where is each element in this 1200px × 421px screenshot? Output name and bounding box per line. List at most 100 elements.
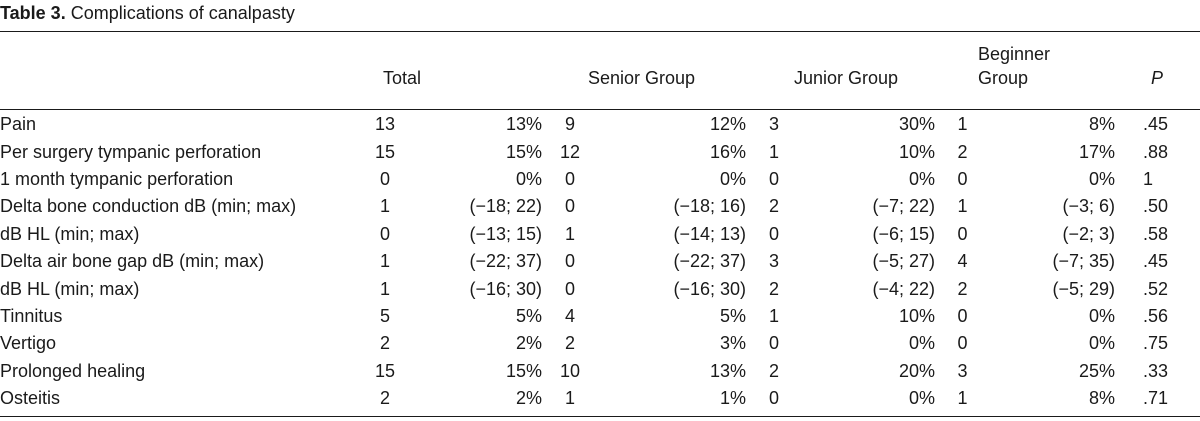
beginner-percent: 0% — [1088, 333, 1115, 354]
top-rule — [0, 31, 1200, 32]
total-count: 5 — [379, 305, 390, 326]
total-percent: 5% — [515, 305, 542, 326]
beginner-count: 0 — [957, 223, 968, 244]
beginner-count: 3 — [957, 360, 968, 381]
beginner-percent: (−5; 29) — [1052, 278, 1115, 299]
beginner-count: 4 — [957, 251, 968, 272]
senior-count: 10 — [559, 360, 581, 381]
total-count: 15 — [374, 141, 396, 162]
junior-count: 3 — [768, 114, 779, 135]
beginner-percent: (−2; 3) — [1062, 223, 1115, 244]
senior-percent: 1% — [719, 388, 746, 409]
beginner-count: 1 — [957, 388, 968, 409]
table-body: Pain 13 13% 9 12% 3 30% 1 8% .45 Per surgery tympa… — [0, 111, 1200, 412]
row-label: Pain — [0, 114, 37, 135]
row-label: Per surgery tympanic perforation — [0, 141, 262, 162]
row-label: Tinnitus — [0, 305, 63, 326]
table-title: Complications of canalpasty — [70, 3, 295, 23]
total-percent: 15% — [505, 360, 542, 381]
p-value: .52 — [1143, 278, 1169, 299]
table-caption: Table 3. Complications of canalpasty — [0, 0, 295, 26]
senior-percent: 16% — [709, 141, 746, 162]
junior-percent: 30% — [898, 114, 935, 135]
senior-percent: (−14; 13) — [673, 223, 746, 244]
table-row: Prolonged healing 15 15% 10 13% 2 20% 3 25% .33 — [0, 358, 1200, 385]
total-percent: 2% — [515, 388, 542, 409]
senior-count: 9 — [564, 114, 575, 135]
row-label: Vertigo — [0, 333, 57, 354]
junior-count: 0 — [768, 223, 779, 244]
beginner-count: 2 — [957, 278, 968, 299]
senior-count: 0 — [564, 196, 575, 217]
senior-percent: (−18; 16) — [673, 196, 746, 217]
junior-percent: (−7; 22) — [872, 196, 935, 217]
p-value: .88 — [1143, 141, 1169, 162]
junior-percent: 20% — [898, 360, 935, 381]
table-row: Osteitis 2 2% 1 1% 0 0% 1 8% .71 — [0, 385, 1200, 412]
senior-percent: 12% — [709, 114, 746, 135]
beginner-percent: 0% — [1088, 168, 1115, 189]
header-beginner-group-line2: Group — [978, 68, 1029, 88]
senior-count: 4 — [564, 305, 575, 326]
header-rule — [0, 109, 1200, 110]
p-value: .58 — [1143, 223, 1169, 244]
beginner-count: 0 — [957, 305, 968, 326]
senior-percent: 13% — [709, 360, 746, 381]
total-percent: 0% — [515, 168, 542, 189]
junior-count: 2 — [768, 278, 779, 299]
senior-count: 1 — [564, 223, 575, 244]
total-percent: (−18; 22) — [469, 196, 542, 217]
total-percent: 13% — [505, 114, 542, 135]
header-senior-group: Senior Group — [588, 68, 696, 88]
senior-percent: 5% — [719, 305, 746, 326]
senior-count: 0 — [564, 251, 575, 272]
p-value: 1 — [1143, 168, 1154, 189]
row-label: Prolonged healing — [0, 360, 146, 381]
table-row: 1 month tympanic perforation 0 0% 0 0% 0 0% 0 0%… — [0, 166, 1200, 193]
junior-count: 1 — [768, 141, 779, 162]
total-count: 2 — [379, 388, 390, 409]
senior-count: 12 — [559, 141, 581, 162]
row-label: Osteitis — [0, 388, 61, 409]
junior-count: 0 — [768, 168, 779, 189]
junior-percent: 10% — [898, 141, 935, 162]
total-count: 15 — [374, 360, 396, 381]
beginner-percent: 8% — [1088, 388, 1115, 409]
junior-count: 3 — [768, 251, 779, 272]
junior-percent: 0% — [908, 388, 935, 409]
total-percent: (−22; 37) — [469, 251, 542, 272]
header-junior-group: Junior Group — [794, 68, 899, 88]
total-count: 0 — [379, 223, 390, 244]
junior-percent: (−6; 15) — [872, 223, 935, 244]
junior-percent: (−5; 27) — [872, 251, 935, 272]
table-row: Delta air bone gap dB (min; max) 1 (−22; 3… — [0, 248, 1200, 275]
p-value: .50 — [1143, 196, 1169, 217]
junior-count: 0 — [768, 388, 779, 409]
table-row: Delta bone conduction dB (min; max) 1 (−18… — [0, 193, 1200, 220]
junior-count: 0 — [768, 333, 779, 354]
beginner-percent: 0% — [1088, 305, 1115, 326]
total-percent: (−16; 30) — [469, 278, 542, 299]
senior-count: 0 — [564, 278, 575, 299]
total-count: 1 — [379, 251, 390, 272]
bottom-rule — [0, 416, 1200, 417]
beginner-count: 1 — [957, 196, 968, 217]
senior-percent: 3% — [719, 333, 746, 354]
total-percent: 2% — [515, 333, 542, 354]
header-p-value: P — [1151, 68, 1164, 88]
p-value: .45 — [1143, 251, 1169, 272]
beginner-count: 0 — [957, 168, 968, 189]
row-label: Delta bone conduction dB (min; max) — [0, 196, 297, 217]
header-total: Total — [383, 68, 422, 88]
junior-percent: 0% — [908, 168, 935, 189]
row-label: 1 month tympanic perforation — [0, 168, 234, 189]
total-percent: (−13; 15) — [469, 223, 542, 244]
senior-percent: (−16; 30) — [673, 278, 746, 299]
p-value: .71 — [1143, 388, 1169, 409]
beginner-percent: (−3; 6) — [1062, 196, 1115, 217]
junior-count: 2 — [768, 360, 779, 381]
table-row: Pain 13 13% 9 12% 3 30% 1 8% .45 — [0, 111, 1200, 138]
senior-percent: (−22; 37) — [673, 251, 746, 272]
junior-count: 1 — [768, 305, 779, 326]
beginner-count: 0 — [957, 333, 968, 354]
